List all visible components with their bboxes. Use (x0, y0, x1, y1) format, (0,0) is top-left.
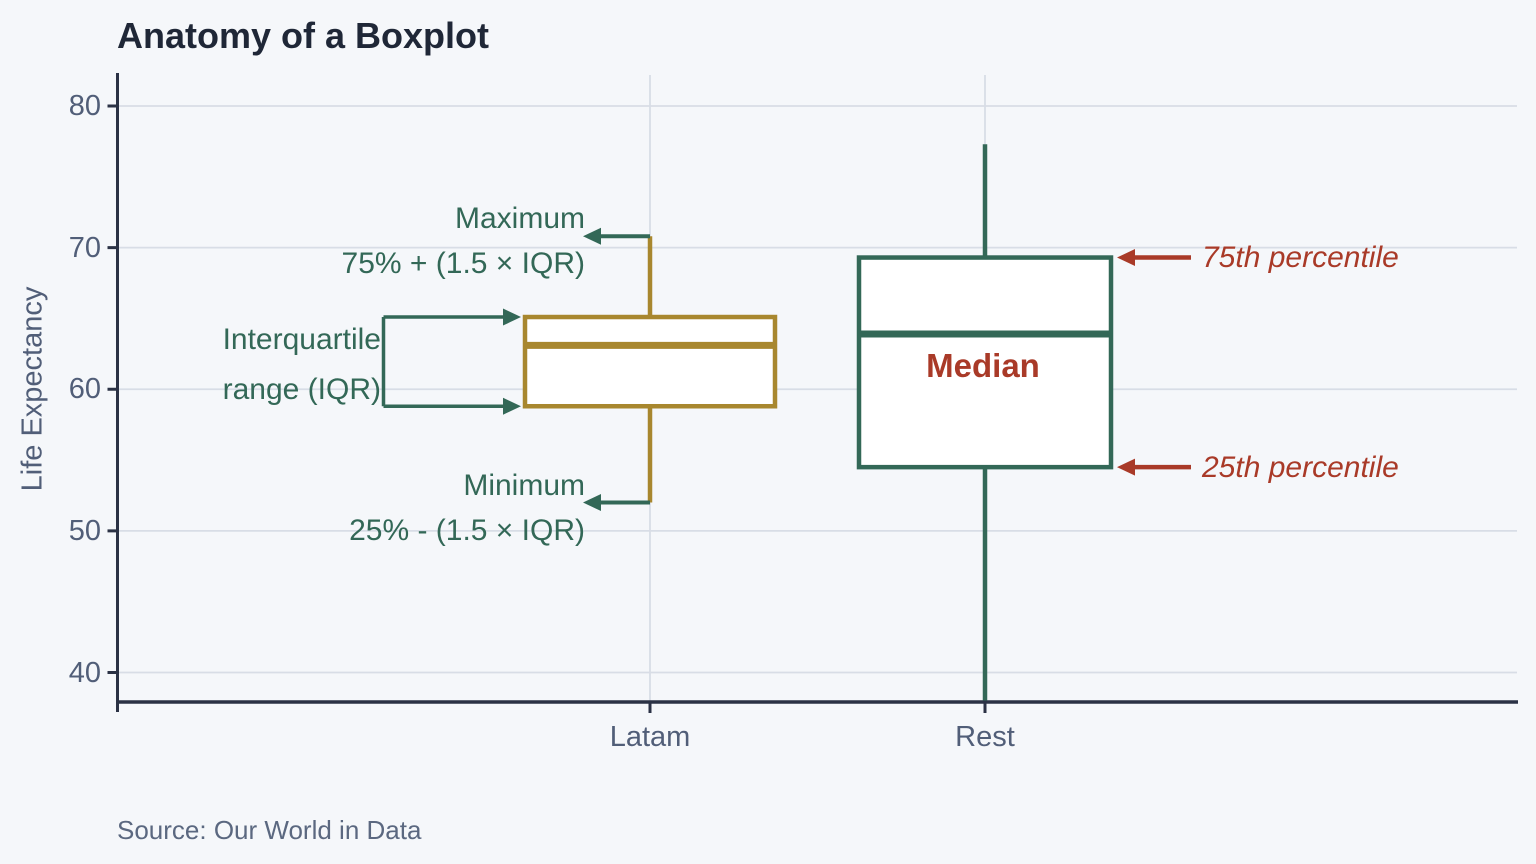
minimum-arrow-head (583, 494, 601, 512)
maximum-arrow-head (583, 227, 601, 245)
annotation-median: Median (926, 347, 1040, 385)
iqr-arrow-bottom-head (503, 397, 521, 415)
annotation-maximum-line2: 75% + (1.5 × IQR) (341, 247, 585, 281)
y-tick-label-60: 60 (68, 373, 101, 406)
annotation-minimum-line2: 25% - (1.5 × IQR) (349, 513, 585, 547)
chart-title: Anatomy of a Boxplot (117, 15, 490, 56)
y-tick-label-50: 50 (68, 514, 101, 547)
x-tick-label-latam: Latam (609, 721, 691, 753)
p75-arrow-head (1117, 249, 1135, 267)
box-rest (856, 255, 1114, 470)
y-tick-label-40: 40 (68, 656, 101, 689)
annotation-maximum: Maximum 75% + (1.5 × IQR) (342, 196, 585, 286)
annotation-minimum: Minimum 25% - (1.5 × IQR) (349, 463, 585, 553)
annotation-iqr-line1: Interquartile (222, 323, 381, 357)
annotation-25th-percentile: 25th percentile (1202, 450, 1399, 484)
annotation-minimum-line1: Minimum (463, 468, 585, 502)
annotation-iqr-line2: range (IQR) (222, 373, 381, 407)
y-axis-title: Life Expectancy (16, 286, 49, 492)
x-tick-label-rest: Rest (955, 721, 1015, 753)
iqr-arrow-top-head (503, 308, 521, 326)
y-tick-label-70: 70 (68, 231, 101, 264)
p25-arrow-head (1117, 458, 1135, 476)
annotation-maximum-line1: Maximum (454, 202, 585, 236)
source-note: Source: Our World in Data (117, 815, 422, 845)
box-latam (522, 314, 778, 409)
annotation-75th-percentile: 75th percentile (1202, 241, 1399, 275)
annotation-iqr: Interquartile range (IQR) (223, 315, 381, 415)
y-tick-label-80: 80 (68, 90, 101, 122)
